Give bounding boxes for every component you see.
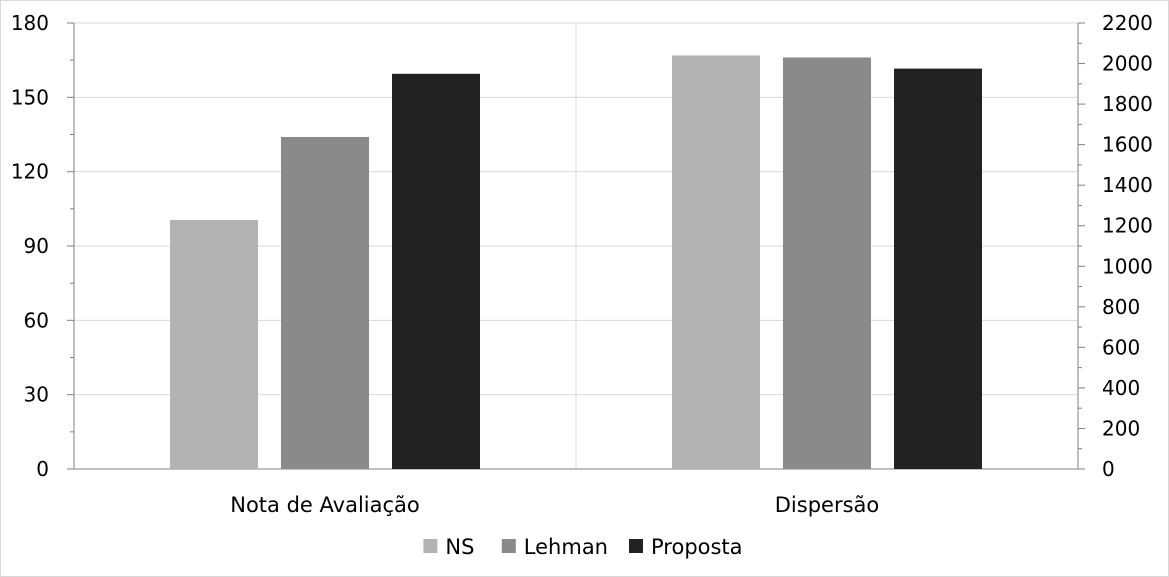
x-category-label: Nota de Avaliação (230, 493, 420, 517)
y-right-tick-label: 600 (1102, 335, 1140, 359)
legend-label-ns: NS (445, 535, 474, 559)
bar-ns (672, 55, 760, 469)
y-left-tick-label: 180 (11, 11, 49, 35)
bar-proposta (894, 68, 982, 469)
legend-label-lehman: Lehman (524, 535, 608, 559)
x-category-label: Dispersão (775, 493, 880, 517)
y-left-tick-label: 0 (36, 457, 49, 481)
y-left-tick-label: 90 (24, 234, 49, 258)
bar-ns (170, 219, 258, 469)
y-right-tick-label: 800 (1102, 295, 1140, 319)
legend-swatch-ns (423, 539, 438, 553)
y-left-tick-label: 120 (11, 160, 49, 184)
bar-lehman (783, 57, 871, 470)
legend-swatch-lehman (501, 539, 516, 553)
y-right-tick-label: 0 (1102, 457, 1115, 481)
y-right-tick-label: 1200 (1102, 214, 1153, 238)
y-right-tick-label: 1000 (1102, 254, 1153, 278)
y-left-tick-label: 150 (11, 85, 49, 109)
y-right-tick-label: 2200 (1102, 11, 1153, 35)
legend-swatch-proposta (629, 539, 643, 553)
y-right-tick-label: 1600 (1102, 133, 1153, 157)
y-left-tick-label: 30 (24, 383, 49, 407)
y-right-tick-label: 400 (1102, 376, 1140, 400)
y-right-tick-label: 200 (1102, 416, 1140, 440)
y-right-tick-label: 2000 (1102, 52, 1153, 76)
legend-label-proposta: Proposta (651, 535, 743, 559)
bar-lehman (281, 136, 369, 469)
bar-proposta (392, 73, 480, 470)
y-right-tick-label: 1400 (1102, 173, 1153, 197)
y-left-tick-label: 60 (24, 308, 49, 332)
y-right-tick-label: 1800 (1102, 92, 1153, 116)
